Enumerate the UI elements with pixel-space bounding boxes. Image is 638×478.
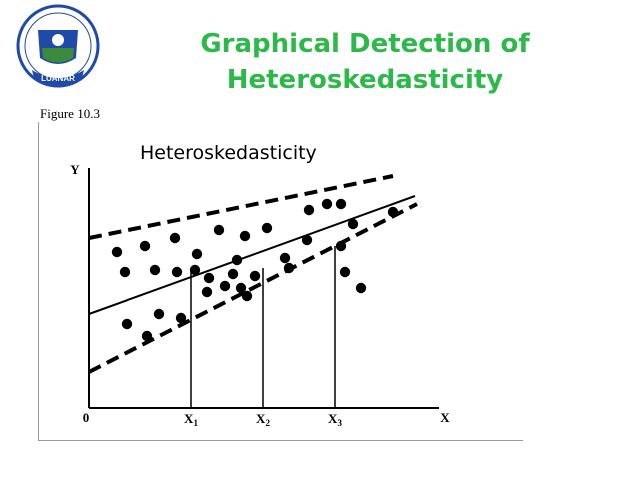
title-line-1: Graphical Detection of: [200, 29, 530, 59]
data-point: [175, 312, 187, 324]
data-point: [235, 282, 247, 294]
data-point: [171, 266, 183, 278]
data-point: [203, 272, 215, 284]
dashed-bound-line-1: [88, 174, 394, 240]
data-point: [149, 264, 161, 276]
data-point: [301, 234, 313, 246]
data-point: [239, 230, 251, 242]
y-axis-label: Y: [70, 162, 80, 177]
data-point: [191, 248, 203, 260]
data-point: [241, 290, 253, 302]
data-point: [347, 218, 359, 230]
dashed-bound-line-2: [88, 202, 418, 374]
data-point: [153, 308, 165, 320]
data-point: [231, 254, 243, 266]
data-point: [213, 224, 225, 236]
x-tick-label-3: X3: [328, 411, 342, 428]
data-point: [335, 240, 347, 252]
data-point: [189, 264, 201, 276]
data-point: [283, 262, 295, 274]
data-point: [227, 268, 239, 280]
data-point: [139, 240, 151, 252]
data-point: [321, 198, 333, 210]
chart-subtitle: Heteroskedasticity: [140, 142, 317, 164]
data-point: [339, 266, 351, 278]
data-point: [387, 206, 399, 218]
data-point: [335, 198, 347, 210]
data-point: [303, 204, 315, 216]
regression-line-0: [88, 195, 416, 315]
data-point: [261, 222, 273, 234]
university-logo: LUANAR: [16, 4, 100, 88]
title-line-2: Heteroskedasticity: [226, 65, 504, 95]
x-tick-label-2: X2: [256, 411, 270, 428]
origin-label: 0: [83, 410, 90, 425]
data-point: [219, 280, 231, 292]
data-point: [201, 286, 213, 298]
x-tick-label-1: X1: [184, 411, 198, 428]
slide-title: Graphical Detection of Heteroskedasticit…: [190, 26, 540, 98]
data-point: [121, 318, 133, 330]
data-point: [119, 266, 131, 278]
figure-label: Figure 10.3: [40, 106, 100, 121]
x-axis-label: X: [440, 410, 450, 425]
data-point: [111, 246, 123, 258]
data-point: [279, 252, 291, 264]
figure-frame: [38, 122, 523, 441]
data-point: [249, 270, 261, 282]
logo-text: LUANAR: [41, 74, 75, 83]
data-point: [355, 282, 367, 294]
data-point: [169, 232, 181, 244]
data-point: [141, 330, 153, 342]
